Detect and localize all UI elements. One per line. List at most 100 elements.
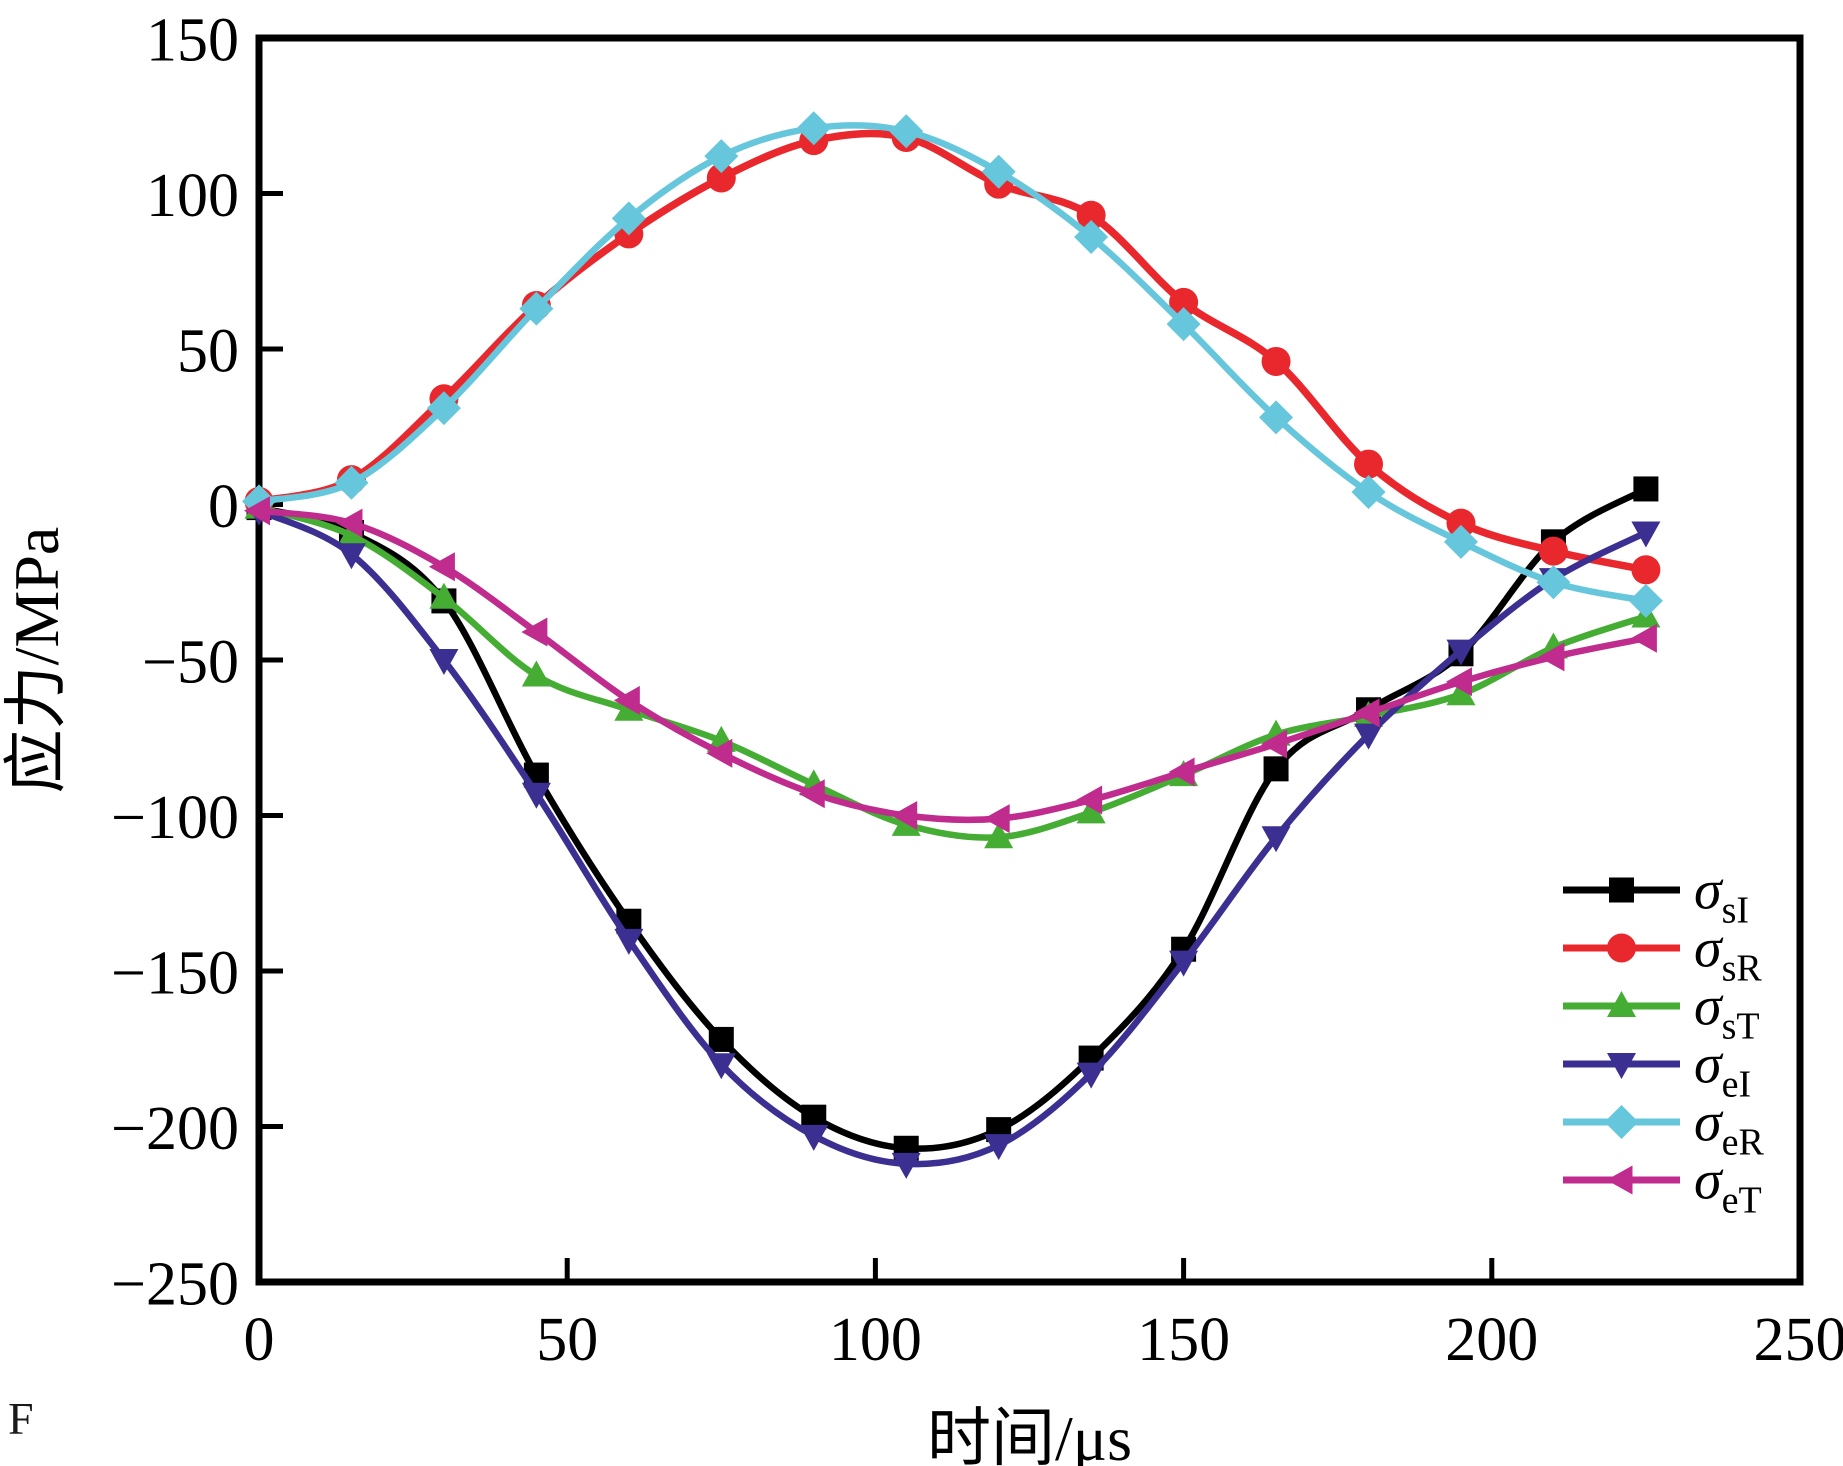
diamond-marker (426, 391, 461, 426)
triangle-up-marker (1446, 679, 1476, 706)
circle-marker (1076, 200, 1106, 230)
triangle-left-marker (706, 738, 733, 768)
x-axis-label: 时间/μs (927, 1403, 1132, 1466)
circle-marker (1607, 933, 1636, 963)
legend-label-eI: σeI (1694, 1033, 1751, 1105)
circle-marker (1354, 449, 1384, 479)
x-tick-label: 200 (1445, 1306, 1538, 1374)
triangle-up-marker (1076, 797, 1106, 824)
circle-marker (1169, 287, 1199, 317)
triangle-down-marker (336, 543, 366, 570)
triangle-up-marker (984, 822, 1014, 849)
circle-marker (1446, 508, 1476, 538)
y-tick-label: 150 (146, 6, 239, 74)
axis-ticks: 0 50 100 150 200 250 150 100 50 0 −50 −100 −150 −200 −… (111, 6, 1843, 1374)
diamond-marker (611, 201, 646, 236)
diamond-marker (704, 139, 739, 174)
y-tick-label: 100 (146, 162, 239, 230)
circle-marker (1538, 536, 1568, 566)
y-tick-label: −100 (111, 784, 239, 852)
diamond-marker (1443, 524, 1478, 559)
diamond-marker (981, 154, 1016, 189)
diamond-marker (334, 465, 369, 500)
y-tick-label: 50 (177, 317, 239, 385)
triangle-left-marker (244, 496, 270, 526)
circle-marker (1261, 346, 1291, 376)
x-tick-label: 50 (536, 1306, 598, 1374)
circle-marker (706, 163, 736, 193)
square-marker (1609, 877, 1634, 903)
triangle-left-marker (1538, 642, 1565, 672)
triangle-down-marker (614, 928, 644, 955)
series-line-eT (255, 507, 1650, 824)
square-marker (708, 1026, 734, 1052)
x-tick-label: 0 (244, 1306, 275, 1374)
triangle-left-marker (1261, 729, 1288, 759)
triangle-left-marker (983, 804, 1010, 834)
y-tick-label: −250 (111, 1250, 239, 1318)
triangle-left-marker (521, 617, 548, 647)
series-sR (244, 123, 1661, 585)
triangle-left-marker (428, 552, 455, 582)
diamond-marker (1604, 1105, 1639, 1139)
legend-label-eT: σeT (1694, 1149, 1762, 1221)
triangle-left-marker (1606, 1165, 1633, 1195)
series-eI (244, 499, 1661, 1179)
diamond-marker (1351, 475, 1386, 510)
triangle-down-marker (1607, 1053, 1636, 1079)
series-line-sR (255, 129, 1650, 574)
diamond-marker (1166, 307, 1201, 342)
triangle-left-marker (891, 801, 918, 830)
triangle-up-marker (521, 660, 551, 687)
legend-label-sR: σsR (1694, 917, 1762, 989)
plot-frame (255, 34, 1804, 1286)
diamond-marker (796, 111, 831, 146)
series-eR (242, 111, 1663, 618)
caption-fragment: F (8, 1393, 34, 1444)
triangle-left-marker (1076, 785, 1103, 815)
legend-item-sI: σsI (1563, 859, 1749, 931)
square-marker (1633, 476, 1659, 502)
x-tick-label: 150 (1137, 1306, 1230, 1374)
triangle-down-marker (891, 1152, 921, 1179)
triangle-left-marker (1445, 667, 1472, 697)
triangle-down-marker (984, 1134, 1014, 1161)
triangle-down-marker (1354, 723, 1384, 750)
triangle-up-marker (429, 582, 459, 609)
legend-item-eT: σeT (1563, 1149, 1762, 1221)
triangle-down-marker (1446, 639, 1476, 666)
triangle-left-marker (613, 685, 640, 715)
series-eT (244, 496, 1657, 834)
series-line-sI (255, 485, 1650, 1152)
square-marker (1263, 756, 1289, 782)
x-tick-label: 100 (829, 1306, 922, 1374)
series-line-sT (255, 504, 1650, 841)
triangle-up-marker (336, 520, 366, 547)
triangle-down-marker (799, 1124, 829, 1151)
diamond-marker (1259, 400, 1294, 435)
legend-label-eR: σeR (1694, 1091, 1764, 1163)
legend-label-sI: σsI (1694, 859, 1749, 931)
diamond-marker (1628, 583, 1663, 618)
triangle-down-marker (1169, 950, 1199, 977)
triangle-down-marker (706, 1053, 736, 1080)
legend-item-sR: σsR (1563, 917, 1762, 989)
triangle-up-marker (1607, 991, 1636, 1017)
y-tick-label: −50 (142, 628, 239, 696)
y-tick-label: −200 (111, 1095, 239, 1163)
triangle-down-marker (1631, 521, 1661, 548)
triangle-down-marker (1076, 1062, 1106, 1089)
x-tick-label: 250 (1754, 1306, 1843, 1374)
diamond-marker (1074, 220, 1109, 255)
legend-item-eR: σeR (1563, 1091, 1764, 1163)
legend-item-sT: σsT (1563, 975, 1760, 1047)
diamond-marker (889, 114, 924, 149)
triangle-down-marker (1261, 826, 1291, 853)
y-tick-label: −150 (111, 939, 239, 1007)
triangle-down-marker (521, 782, 551, 809)
y-tick-label: 0 (208, 473, 239, 541)
series-sT (244, 492, 1661, 849)
